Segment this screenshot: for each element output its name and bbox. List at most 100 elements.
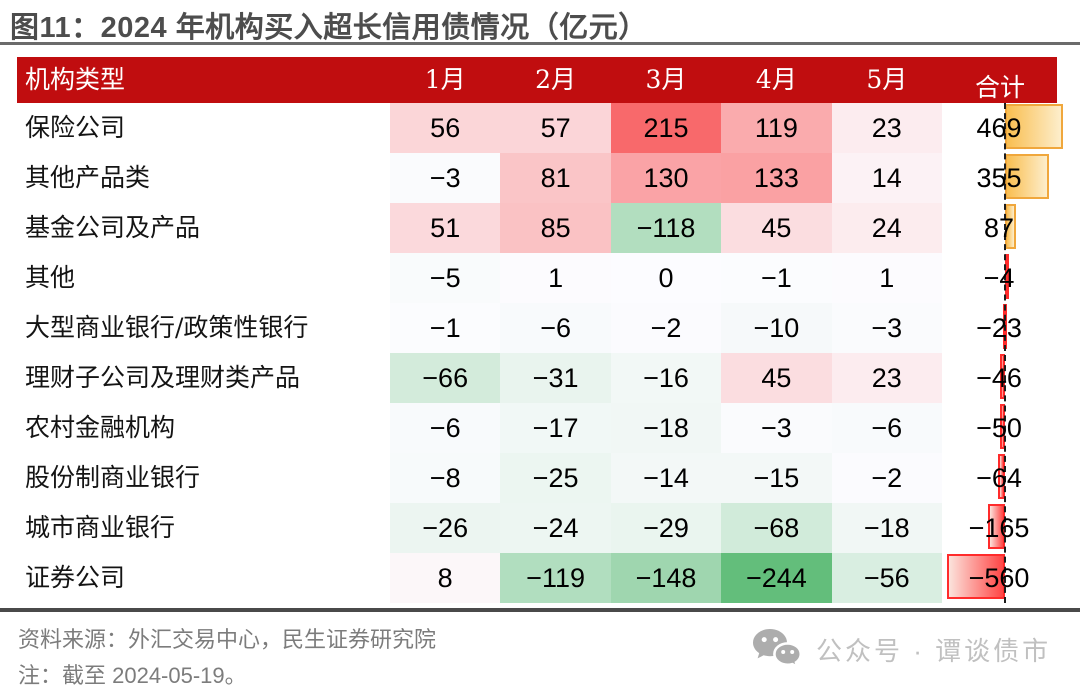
row-label: 农村金融机构: [25, 413, 176, 442]
total-value: −165: [968, 513, 1030, 543]
heat-cell: −6: [390, 403, 501, 453]
heat-cell: −8: [390, 453, 501, 503]
heat-cell: 0: [610, 253, 722, 303]
total-bar-negative: [999, 404, 1005, 449]
table-row: 基金公司及产品 51 85 −118 45 24 87: [0, 203, 1080, 253]
row-label: 其他产品类: [25, 163, 151, 192]
heat-cell: −31: [500, 353, 611, 403]
heat-cell: −3: [831, 303, 942, 353]
heat-cell: 1: [500, 253, 611, 303]
heat-cell: −5: [390, 253, 501, 303]
heat-cell: −26: [390, 503, 501, 553]
heat-cell: −1: [390, 303, 501, 353]
column-header-total: 合计: [974, 73, 1025, 102]
table-row: 股份制商业银行 −8 −25 −14 −15 −2 −64: [0, 453, 1080, 503]
watermark: 公众号 · 谭谈债市: [752, 628, 1051, 670]
table-row: 理财子公司及理财类产品 −66 −31 −16 45 23 −46: [0, 353, 1080, 403]
heat-cell: −66: [390, 353, 501, 403]
total-bar-negative: [987, 504, 1005, 549]
table-row: 其他产品类 −3 81 130 133 14 355: [0, 153, 1080, 203]
heat-cell: 8: [390, 553, 501, 603]
heat-cell: 81: [500, 153, 611, 203]
heat-cell: 23: [831, 353, 942, 403]
source-text: 资料来源：外汇交易中心，民生证券研究院: [18, 627, 437, 652]
column-header-month: 3月: [645, 65, 687, 94]
heat-cell: 133: [721, 153, 832, 203]
table-bottom-rule: [0, 608, 1080, 612]
column-header-month: 2月: [535, 65, 577, 94]
note-text: 注：截至 2024-05-19。: [18, 663, 247, 688]
row-label: 股份制商业银行: [25, 463, 201, 492]
heat-cell: −68: [721, 503, 832, 553]
total-cell: 469: [942, 103, 1063, 153]
table-header-row: 机构类型 1月 2月 3月 4月 5月 合计: [17, 57, 1057, 103]
total-cell: −560: [942, 553, 1063, 603]
total-cell: −64: [942, 453, 1063, 503]
heat-cell: −24: [500, 503, 611, 553]
column-header-month: 5月: [866, 65, 908, 94]
heat-cell: 57: [500, 103, 611, 153]
heat-cell: −17: [500, 403, 611, 453]
heat-cell: 130: [610, 153, 722, 203]
heat-cell: 56: [390, 103, 501, 153]
heat-cell: −118: [610, 203, 722, 253]
total-cell: 87: [942, 203, 1063, 253]
heat-cell: 45: [721, 353, 832, 403]
heat-cell: −2: [610, 303, 722, 353]
heat-cell: 119: [721, 103, 832, 153]
total-cell: −165: [942, 503, 1063, 553]
heat-cell: 85: [500, 203, 611, 253]
column-header-month: 4月: [755, 65, 797, 94]
column-header-month: 1月: [424, 65, 466, 94]
heat-cell: −18: [831, 503, 942, 553]
total-value: −560: [968, 563, 1030, 593]
table-row: 证券公司 8 −119 −148 −244 −56 −560: [0, 553, 1080, 603]
total-value: 355: [976, 163, 1022, 193]
heat-cell: −6: [500, 303, 611, 353]
row-label: 保险公司: [25, 113, 126, 142]
row-label: 城市商业银行: [25, 513, 176, 542]
heat-cell: −29: [610, 503, 722, 553]
heat-cell: 24: [831, 203, 942, 253]
heat-cell: 23: [831, 103, 942, 153]
total-value: 87: [983, 213, 1015, 243]
table-row: 大型商业银行/政策性银行 −1 −6 −2 −10 −3 −23: [0, 303, 1080, 353]
heat-cell: −15: [721, 453, 832, 503]
total-cell: −50: [942, 403, 1063, 453]
heat-cell: −3: [721, 403, 832, 453]
total-cell: −4: [942, 253, 1063, 303]
heat-cell: −3: [390, 153, 501, 203]
total-bar-positive: [1005, 104, 1063, 149]
total-cell: −46: [942, 353, 1063, 403]
heat-cell: −25: [500, 453, 611, 503]
table-row: 城市商业银行 −26 −24 −29 −68 −18 −165: [0, 503, 1080, 553]
row-label: 其他: [25, 263, 76, 292]
heat-cell: −244: [721, 553, 832, 603]
heat-cell: −14: [610, 453, 722, 503]
heat-cell: 215: [610, 103, 722, 153]
heat-cell: −148: [610, 553, 722, 603]
row-label: 理财子公司及理财类产品: [25, 363, 301, 392]
watermark-text: 公众号 · 谭谈债市: [816, 635, 1052, 666]
figure-title: 图11：2024 年机构买入超长信用债情况（亿元）: [10, 12, 648, 44]
heat-cell: −18: [610, 403, 722, 453]
row-label: 证券公司: [25, 563, 126, 592]
total-cell: 355: [942, 153, 1063, 203]
table-row: 保险公司 56 57 215 119 23 469: [0, 103, 1080, 153]
heat-cell: −10: [721, 303, 832, 353]
total-value: −64: [976, 463, 1022, 493]
heat-cell: −2: [831, 453, 942, 503]
total-value: 469: [976, 113, 1022, 143]
total-value: −4: [983, 263, 1015, 293]
total-value: −46: [976, 363, 1022, 393]
total-cell: −23: [942, 303, 1063, 353]
zero-axis-line: [1004, 103, 1006, 603]
wechat-icon: [753, 629, 802, 670]
total-bar-negative: [947, 554, 1005, 599]
heat-cell: −119: [500, 553, 611, 603]
heat-cell: −1: [721, 253, 832, 303]
total-bar-positive: [1005, 154, 1049, 199]
heat-cell: 45: [721, 203, 832, 253]
heat-cell: 51: [390, 203, 501, 253]
